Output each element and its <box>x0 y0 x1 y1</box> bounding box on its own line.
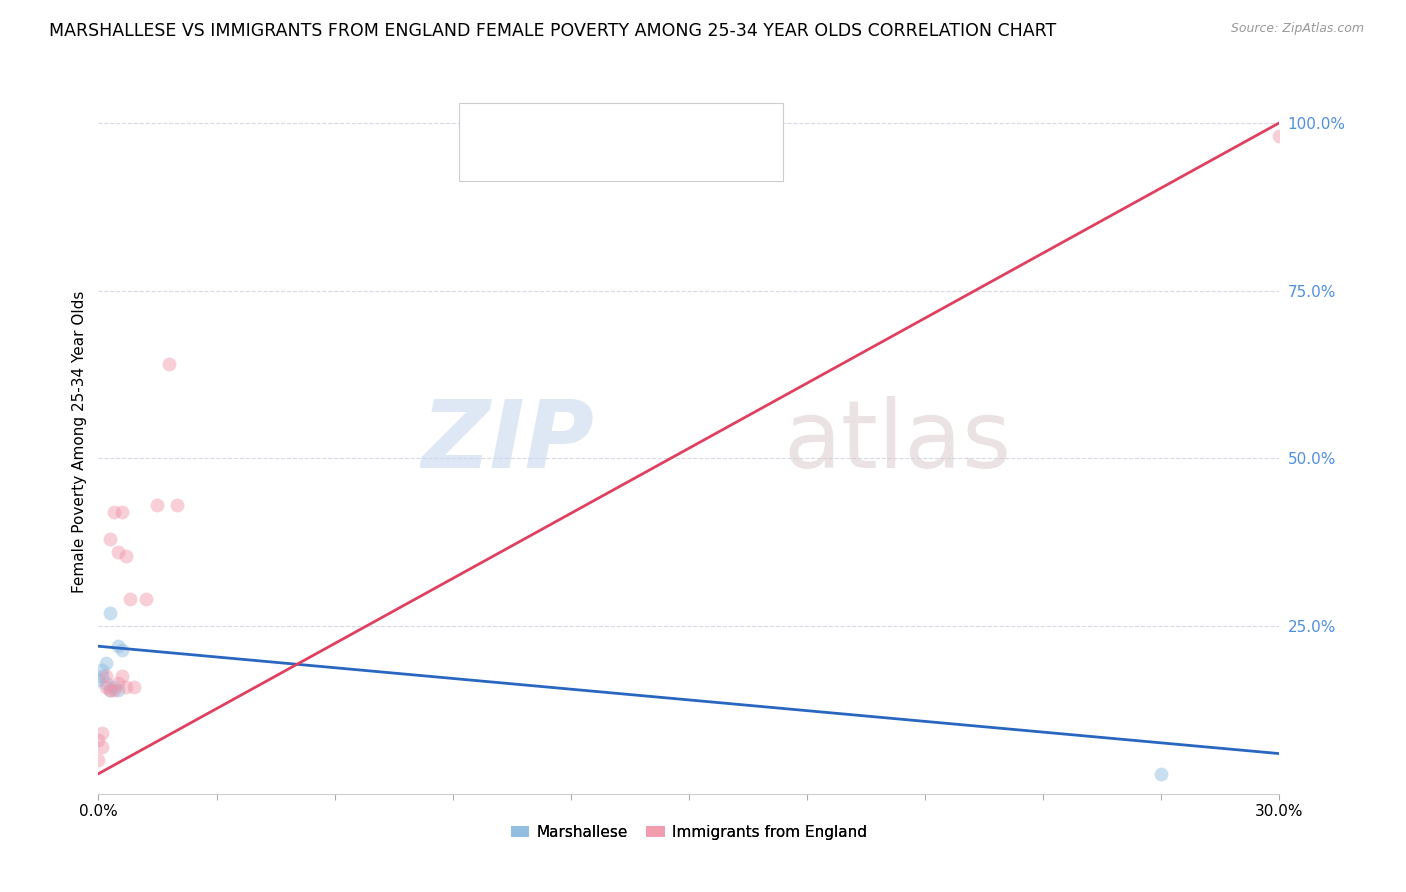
Point <box>166 498 188 512</box>
Point <box>91 669 114 683</box>
Point <box>91 663 114 677</box>
Point <box>135 592 157 607</box>
Point <box>118 592 141 607</box>
Point <box>96 676 118 690</box>
Point <box>107 676 129 690</box>
Point <box>122 680 145 694</box>
Point <box>107 545 129 559</box>
Point <box>98 682 121 697</box>
Point <box>103 682 125 697</box>
Point <box>96 680 118 694</box>
Point <box>115 680 138 694</box>
Point <box>91 739 114 754</box>
Text: MARSHALLESE VS IMMIGRANTS FROM ENGLAND FEMALE POVERTY AMONG 25-34 YEAR OLDS CORR: MARSHALLESE VS IMMIGRANTS FROM ENGLAND F… <box>49 22 1056 40</box>
Point <box>111 505 134 519</box>
Point <box>98 606 121 620</box>
Point <box>91 726 114 740</box>
Point <box>98 682 121 697</box>
Point <box>115 549 138 563</box>
Point <box>98 532 121 546</box>
Point <box>87 753 110 767</box>
Point <box>87 733 110 747</box>
Point <box>146 498 169 512</box>
Point <box>103 680 125 694</box>
Point <box>1268 129 1291 144</box>
Y-axis label: Female Poverty Among 25-34 Year Olds: Female Poverty Among 25-34 Year Olds <box>72 291 87 592</box>
Point <box>107 639 129 653</box>
Point <box>103 505 125 519</box>
Text: ZIP: ZIP <box>422 395 595 488</box>
Point <box>111 642 134 657</box>
Text: atlas: atlas <box>783 395 1012 488</box>
Point <box>96 656 118 670</box>
Point <box>1150 766 1173 780</box>
Point <box>87 673 110 687</box>
Text: Source: ZipAtlas.com: Source: ZipAtlas.com <box>1230 22 1364 36</box>
Point <box>111 669 134 683</box>
FancyBboxPatch shape <box>458 103 783 181</box>
Point <box>96 669 118 683</box>
Legend: Marshallese, Immigrants from England: Marshallese, Immigrants from England <box>505 819 873 847</box>
Point <box>107 682 129 697</box>
Point <box>157 357 180 371</box>
